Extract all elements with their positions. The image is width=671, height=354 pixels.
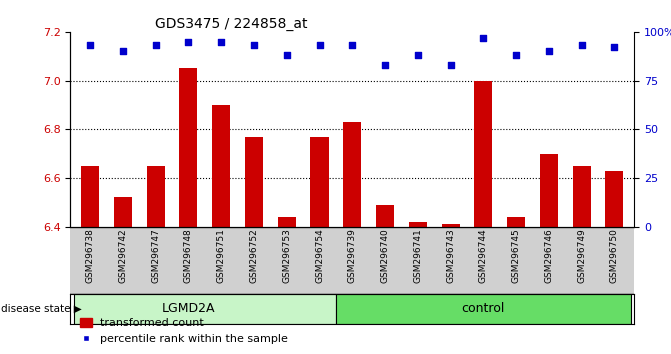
Text: GSM296746: GSM296746	[544, 229, 554, 283]
Point	[478, 35, 488, 41]
Point	[183, 39, 194, 45]
Bar	[278, 217, 296, 227]
Point	[511, 52, 521, 58]
Point	[117, 48, 128, 54]
Text: GSM296744: GSM296744	[479, 229, 488, 283]
Text: GSM296745: GSM296745	[511, 229, 521, 283]
Point	[609, 45, 620, 50]
Bar	[336, 294, 631, 324]
Text: GSM296740: GSM296740	[380, 229, 390, 283]
Text: control: control	[462, 302, 505, 315]
Bar	[81, 166, 99, 227]
Point	[576, 43, 587, 48]
Text: LGMD2A: LGMD2A	[162, 302, 215, 315]
Point	[413, 52, 423, 58]
Text: GSM296754: GSM296754	[315, 229, 324, 283]
Bar	[572, 166, 590, 227]
Text: GSM296741: GSM296741	[413, 229, 422, 283]
Bar	[409, 222, 427, 227]
Point	[446, 62, 456, 68]
Text: GSM296739: GSM296739	[348, 229, 357, 284]
Text: GSM296752: GSM296752	[250, 229, 258, 283]
Bar	[245, 137, 263, 227]
Text: GDS3475 / 224858_at: GDS3475 / 224858_at	[155, 17, 307, 31]
Point	[544, 48, 554, 54]
Point	[150, 43, 161, 48]
Text: GSM296743: GSM296743	[446, 229, 455, 283]
Bar	[114, 198, 132, 227]
Bar	[147, 166, 164, 227]
Bar	[474, 81, 493, 227]
Bar	[179, 68, 197, 227]
Bar	[540, 154, 558, 227]
Text: GSM296747: GSM296747	[151, 229, 160, 283]
Point	[248, 43, 259, 48]
Point	[281, 52, 292, 58]
Legend: transformed count, percentile rank within the sample: transformed count, percentile rank withi…	[76, 314, 293, 348]
Bar	[507, 217, 525, 227]
Text: GSM296753: GSM296753	[282, 229, 291, 284]
Bar	[212, 105, 230, 227]
Bar	[442, 224, 460, 227]
Text: GSM296749: GSM296749	[577, 229, 586, 283]
Point	[216, 39, 227, 45]
Bar	[344, 122, 361, 227]
Bar	[605, 171, 623, 227]
Text: GSM296742: GSM296742	[118, 229, 127, 283]
Bar	[376, 205, 394, 227]
Bar	[74, 294, 336, 324]
Text: GSM296750: GSM296750	[610, 229, 619, 284]
Text: GSM296748: GSM296748	[184, 229, 193, 283]
Point	[314, 43, 325, 48]
Text: GSM296738: GSM296738	[86, 229, 95, 284]
Bar	[311, 137, 329, 227]
Text: GSM296751: GSM296751	[217, 229, 225, 284]
Point	[347, 43, 358, 48]
Text: disease state ▶: disease state ▶	[1, 304, 82, 314]
Point	[380, 62, 391, 68]
Point	[85, 43, 95, 48]
